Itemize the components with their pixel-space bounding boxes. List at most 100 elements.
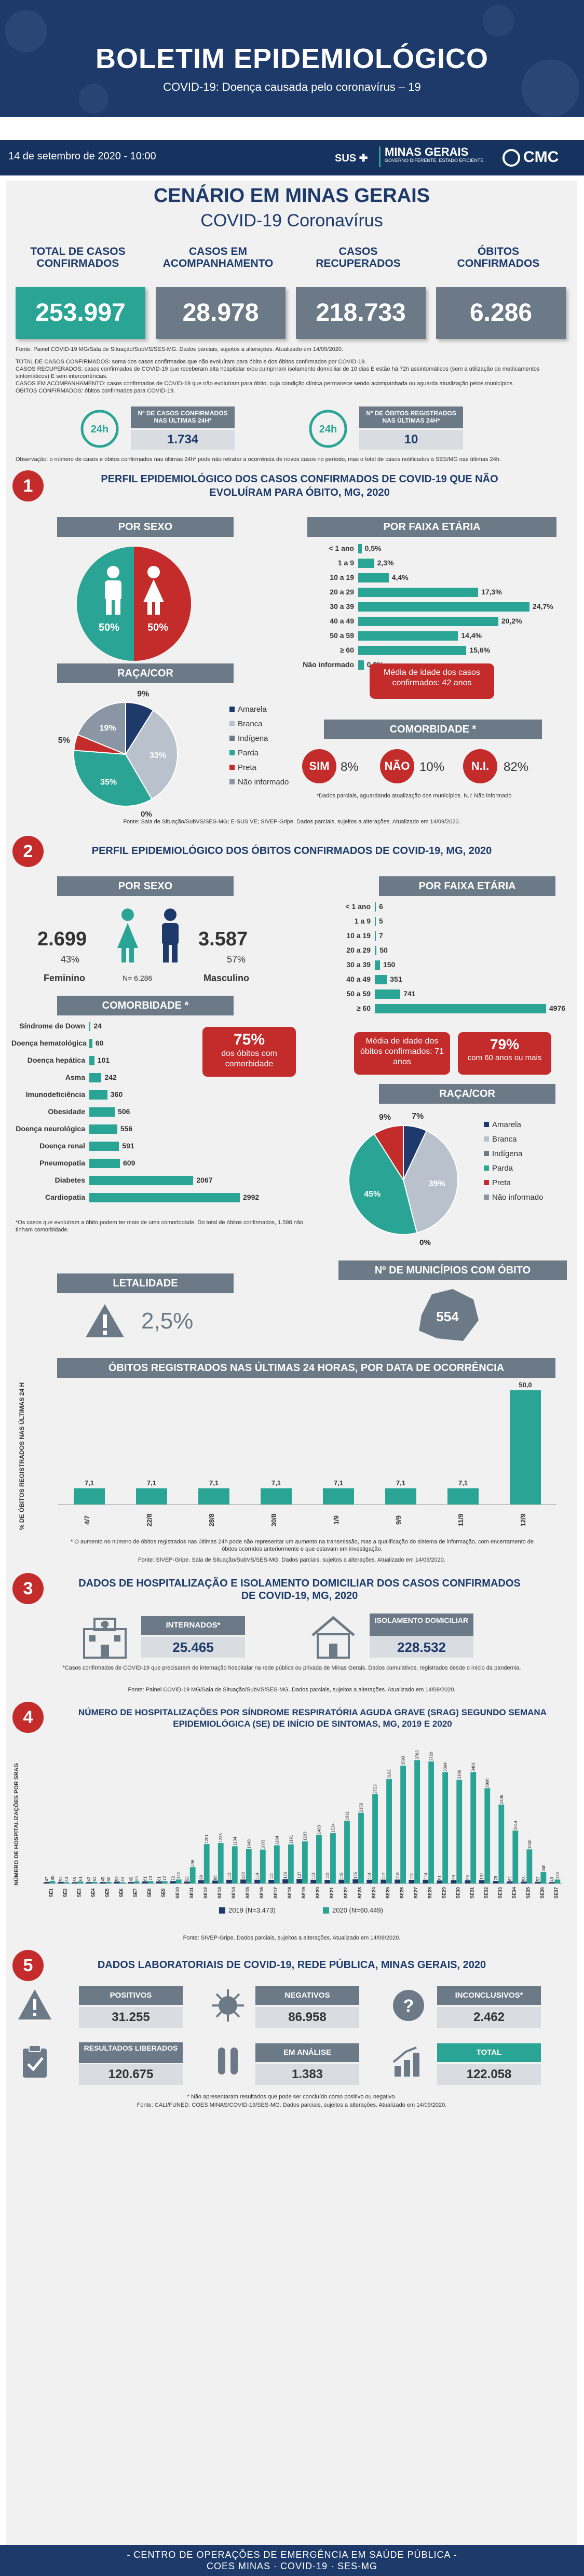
lab-inconclusive-value: 2.462 [437, 2007, 541, 2028]
header-banner: BOLETIM EPIDEMIOLÓGICO COVID-19: Doença … [0, 0, 584, 117]
x-tick: SE6 [119, 1888, 124, 1897]
bar-value: 1235 [219, 1833, 223, 1842]
legend-item: Não informado [484, 1193, 543, 1202]
x-tick: SE13 [217, 1887, 222, 1899]
bar [44, 1882, 50, 1883]
bar-value: 50 [379, 946, 388, 954]
legend-swatch [484, 1180, 489, 1185]
lab-positive-label: POSITIVOS [79, 1986, 183, 2005]
date-bar: 14 de setembro de 2020 - 10:00 SUS ✚ MIN… [0, 140, 584, 175]
growth-chart-icon [392, 2046, 419, 2077]
s2-daily-chart: 7,1 4/7 7,1 22/8 7,1 28/8 7,1 30/8 7,1 1/9 7,1 9/9 7… [58, 1381, 556, 1527]
bar [395, 1879, 401, 1883]
bar [423, 1879, 429, 1883]
bar-value: 2906 [485, 1778, 490, 1787]
legend-swatch [323, 1907, 329, 1914]
pie-label: 7% [412, 1112, 424, 1121]
s2-female-pct: 43% [61, 954, 80, 965]
x-tick: SE20 [315, 1887, 320, 1899]
bar [198, 1880, 204, 1883]
bar-value: 2992 [243, 1193, 260, 1201]
lab-positive-value: 31.255 [79, 2007, 183, 2028]
bar-value: 351 [390, 975, 402, 983]
bar-value: 62 [508, 1876, 512, 1881]
hospital-icon [83, 1618, 127, 1659]
bar-value: 1483 [317, 1825, 321, 1834]
observation: Observação: o número de casos e óbitos c… [16, 456, 501, 463]
bar [114, 1881, 120, 1883]
x-tick: SE23 [357, 1887, 362, 1899]
bar [105, 1881, 112, 1883]
bar-value: 61 [143, 1876, 147, 1881]
legend-label: Não informado [492, 1193, 544, 1202]
s2-comorb-note: *Os casos que evoluíram a óbito podem te… [16, 1219, 303, 1233]
s1-comorb-ni-badge: N.I. [463, 749, 497, 783]
pie-slice [373, 1124, 404, 1182]
lab-analysis-label: EM ANÁLISE [255, 2043, 359, 2062]
sus-logo-text: SUS [335, 153, 357, 164]
x-tick: SE16 [259, 1887, 264, 1899]
legend-item: Preta [484, 1178, 511, 1187]
legend-item: Parda [229, 749, 259, 757]
bar [232, 1846, 238, 1883]
bar-value: 1201 [205, 1834, 209, 1843]
s2-male-pct: 57% [227, 954, 246, 965]
s4-ylabel: NÚMERO DE HOSPITALIZAÇÕES POR SRAG [13, 1763, 20, 1886]
bar-label: Pneumopatia [39, 1159, 85, 1167]
deaths-24h-label: Nº DE ÓBITOS REGISTRADOS NAS ÚLTIMAS 24H… [359, 406, 463, 428]
bar-label: 10 a 19 [346, 931, 371, 940]
stat-label-total: TOTAL DE CASOS CONFIRMADOS [30, 246, 126, 269]
legend-swatch [484, 1151, 489, 1156]
bar-label: 30 a 39 [330, 602, 354, 611]
bar [375, 975, 387, 984]
bar-value: 111 [410, 1873, 414, 1879]
bar-value: 5 [379, 917, 383, 925]
section-1-title: PERFIL EPIDEMIOLÓGICO DOS CASOS CONFIRMA… [101, 473, 498, 498]
bar-value: 47 [45, 1877, 49, 1881]
bar-value: 1033 [261, 1839, 265, 1849]
bar [358, 588, 479, 597]
bar-label: Doença neurológica [16, 1124, 85, 1133]
x-tick: SE25 [385, 1887, 390, 1899]
bar [375, 946, 377, 955]
bar-value: 73 [148, 1876, 153, 1880]
bar [479, 1880, 485, 1883]
bar-value: 591 [122, 1142, 134, 1150]
bar [372, 1794, 378, 1883]
section-3-number: 3 [12, 1573, 44, 1604]
x-tick: SE24 [371, 1887, 376, 1899]
legend-swatch [229, 765, 235, 770]
note-recovered: CASOS RECUPERADOS: casos confirmados de … [16, 366, 540, 379]
s1-comorb-header: COMORBIDADE * [324, 720, 542, 739]
s2-age-60-text: com 60 anos ou mais [467, 1053, 542, 1062]
s3-source: Fonte: Painel COVID-19 MG/Sala de Situaç… [128, 1687, 456, 1693]
legend-item: Branca [229, 720, 263, 728]
stat-followup: 28.978 [156, 287, 286, 339]
bar [344, 1821, 350, 1883]
bar-value: 96 [466, 1875, 470, 1879]
bar [375, 931, 376, 941]
bar-label: Síndrome de Down [19, 1022, 85, 1030]
x-tick: SE36 [539, 1887, 545, 1899]
legend-label: Parda [492, 1164, 513, 1173]
section-4-title: NÚMERO DE HOSPITALIZAÇÕES POR SÍNDROME R… [78, 1707, 547, 1729]
s5-source: Fonte: CALI/FUNED. COES MINAS/COVID-19/S… [137, 2102, 447, 2108]
bar-value: 506 [118, 1107, 130, 1116]
bar-label: Doença hepática [27, 1056, 85, 1064]
x-tick: SE29 [441, 1887, 446, 1899]
bar [358, 646, 467, 655]
test-tube-icon [218, 2048, 238, 2075]
bar-value: 1040 [527, 1839, 532, 1849]
bar [540, 1872, 547, 1883]
legend-item: Indígena [484, 1149, 522, 1158]
legend-swatch [484, 1165, 489, 1171]
s1-comorb-ni-value: 82% [504, 760, 529, 774]
bar-value: 52 [536, 1876, 540, 1881]
lab-warning-icon [18, 1989, 51, 2019]
bar [447, 1488, 479, 1504]
pie-label: 5% [58, 736, 70, 745]
x-tick: 1/9 [332, 1515, 340, 1525]
s2-race-pie: 7%39%0%45%9%0% [348, 1112, 458, 1247]
overview-title: CENÁRIO EM MINAS GERAIS [153, 185, 430, 207]
bar [316, 1835, 322, 1883]
